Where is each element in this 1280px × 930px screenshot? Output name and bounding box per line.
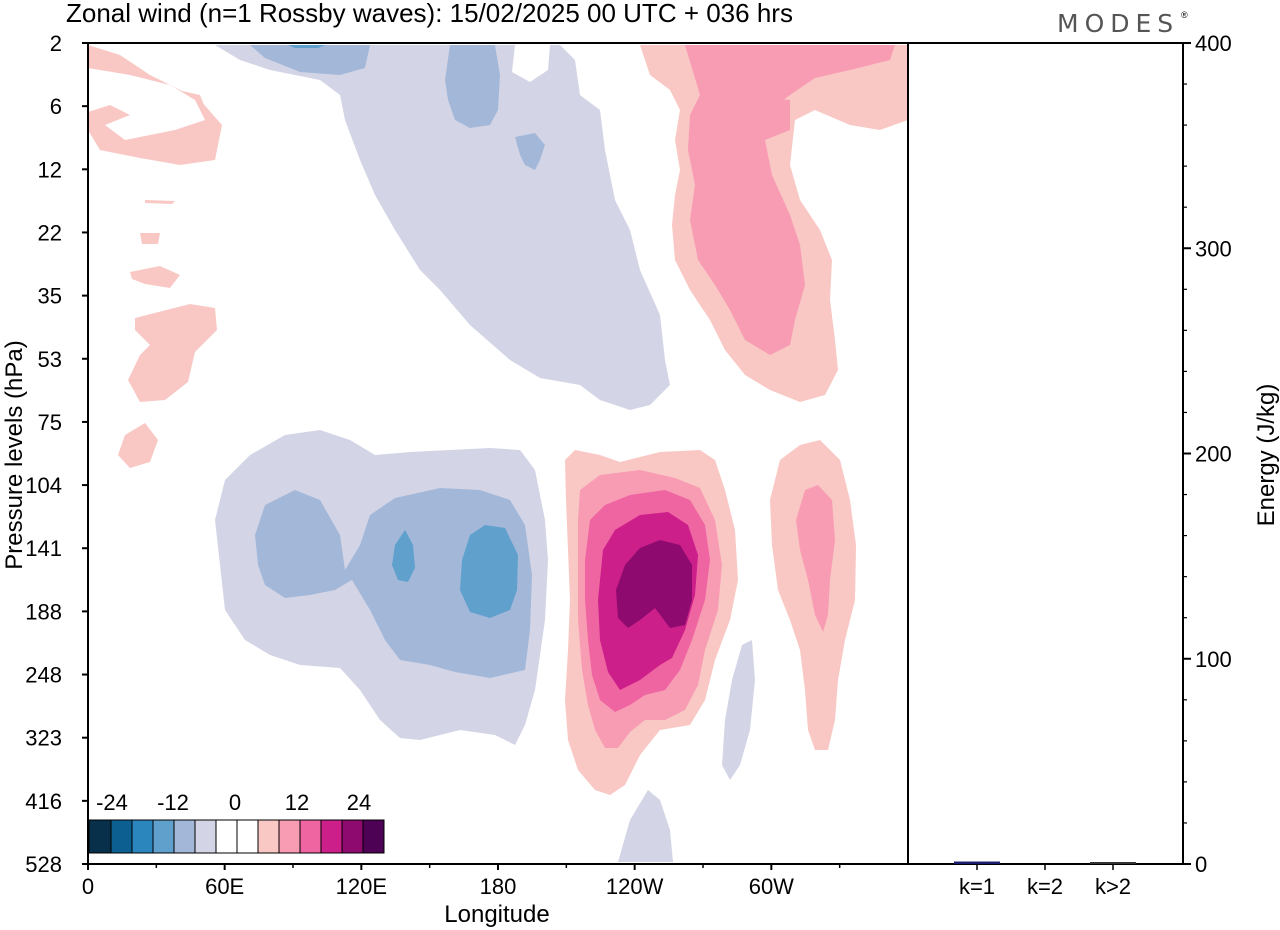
colorbar: -24 -12 0 12 24 [88, 786, 385, 861]
energy-frame [907, 42, 1184, 865]
energy-chart: 0 100 200 300 400 k=1 k=2 k>2 Energy (J/kg) [907, 31, 1280, 899]
chart-title: Zonal wind (n=1 Rossby waves): 15/02/202… [66, 0, 793, 28]
energy-category-label: k>2 [1095, 874, 1131, 899]
colorbar-cell [278, 819, 301, 854]
energy-tick-label: 100 [1195, 647, 1232, 672]
y-tick-label: 53 [38, 347, 62, 372]
y-axis: 2 6 12 22 35 53 75 104 141 188 248 323 416 528 [25, 31, 88, 877]
colorbar-cell [236, 819, 259, 854]
y-tick-label: 248 [25, 663, 62, 688]
colorbar-label: 12 [285, 790, 309, 815]
energy-tick-label: 200 [1195, 442, 1232, 467]
neg-patch-bottom [618, 790, 673, 862]
pos-core-lower-center [616, 540, 692, 628]
neg-core-upper-deep [288, 45, 325, 48]
colorbar-cell [215, 819, 238, 854]
y-tick-label: 188 [25, 599, 62, 624]
y-tick-label: 2 [50, 31, 62, 56]
colorbar-cell [131, 819, 154, 854]
energy-category-label: k=2 [1027, 874, 1063, 899]
pos-patch [128, 304, 217, 402]
neg-core-lower [460, 525, 518, 618]
modes-logo-mark: ® [1181, 10, 1188, 20]
colorbar-label: -12 [157, 790, 189, 815]
y-axis-label: Pressure levels (hPa) [1, 340, 28, 569]
energy-category-label: k=1 [959, 874, 995, 899]
y-tick-label: 104 [25, 473, 62, 498]
colorbar-cell [173, 819, 196, 854]
pos-sliver [140, 233, 160, 244]
neg-core-small [515, 133, 545, 170]
y-tick-label: 528 [25, 852, 62, 877]
pos-patch [118, 423, 158, 468]
neg-core-lower [392, 530, 415, 582]
y-tick-label: 416 [25, 789, 62, 814]
colorbar-cell [320, 819, 343, 854]
energy-y-axis: 0 100 200 300 400 [1183, 31, 1232, 877]
x-tick-label: 0 [82, 874, 94, 899]
y-tick-label: 35 [38, 284, 62, 309]
y-tick-label: 22 [38, 220, 62, 245]
colorbar-label: -24 [96, 790, 128, 815]
pos-band-upper-inner [720, 95, 790, 150]
colorbar-label: 24 [347, 790, 371, 815]
colorbar-label: 0 [229, 790, 241, 815]
x-tick-label: 60W [749, 874, 794, 899]
neg-band-upper [215, 45, 670, 410]
y-tick-label: 12 [38, 157, 62, 182]
energy-tick-label: 0 [1195, 852, 1207, 877]
pos-sliver [145, 200, 175, 204]
energy-bar [1090, 862, 1136, 864]
x-tick-label: 120W [606, 874, 664, 899]
colorbar-cell [110, 819, 133, 854]
energy-bar [954, 861, 1000, 864]
gap-upper-left [88, 68, 205, 140]
y-tick-label: 6 [50, 94, 62, 119]
neg-region-lower-inner [255, 488, 532, 678]
colorbar-cell [341, 819, 364, 854]
pos-region-60w-inner [796, 485, 835, 632]
x-tick-label: 180 [480, 874, 517, 899]
colorbar-cell [257, 819, 280, 854]
contour-fills [88, 45, 908, 862]
contour-plot: 2 6 12 22 35 53 75 104 141 188 248 323 416 528 0 60E 12… [1, 31, 909, 928]
colorbar-cell [362, 819, 385, 854]
energy-tick-label: 300 [1195, 236, 1232, 261]
neg-core-upper [250, 45, 370, 75]
neg-sliver-lower [722, 640, 755, 780]
colorbar-cell [194, 819, 217, 854]
gap-upper [512, 45, 550, 82]
energy-tick-label: 400 [1195, 31, 1232, 56]
pos-patch [130, 266, 180, 288]
x-axis: 0 60E 120E 180 120W 60W [82, 864, 841, 899]
x-axis-label: Longitude [444, 901, 549, 928]
y-tick-label: 141 [25, 536, 62, 561]
modes-logo: MODES [1057, 9, 1179, 38]
y-tick-label: 75 [38, 410, 62, 435]
colorbar-cell [152, 819, 175, 854]
colorbar-cell [88, 819, 112, 854]
energy-axis-label: Energy (J/kg) [1253, 384, 1280, 527]
x-tick-label: 120E [336, 874, 387, 899]
x-tick-label: 60E [205, 874, 244, 899]
neg-core-upper [445, 45, 500, 128]
energy-bars: k=1 k=2 k>2 [954, 861, 1136, 899]
y-tick-label: 323 [25, 726, 62, 751]
colorbar-cell [299, 819, 322, 854]
